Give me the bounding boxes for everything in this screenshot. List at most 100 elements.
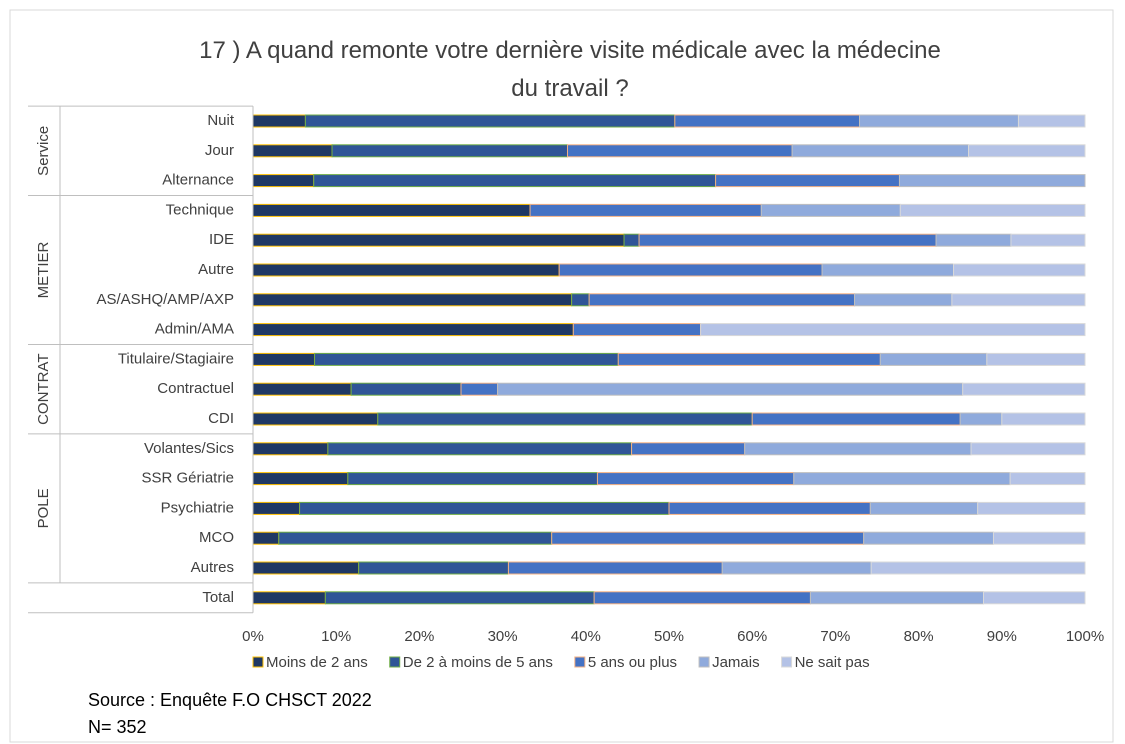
bar-segment	[331, 144, 568, 158]
bar-segment	[859, 114, 1019, 128]
legend-label: De 2 à moins de 5 ans	[403, 654, 553, 671]
y-tick-label: Jour	[205, 142, 234, 159]
y-tick-label: Alternance	[162, 172, 234, 189]
bar-segment	[596, 472, 795, 486]
bar-segment	[854, 293, 953, 307]
bar-segment	[1001, 412, 1086, 426]
x-tick-label: 80%	[904, 628, 934, 645]
bar-segment	[1017, 114, 1086, 128]
bar-segment	[879, 352, 988, 366]
legend-label: Moins de 2 ans	[266, 654, 368, 671]
bar-segment	[571, 293, 590, 307]
bar-segment	[252, 531, 280, 545]
bar-segment	[460, 382, 499, 396]
bar-segment	[935, 233, 1012, 247]
bar-segment	[631, 442, 746, 456]
bar-segment	[252, 174, 315, 188]
bar-segment	[252, 412, 379, 426]
bar-segment	[551, 531, 865, 545]
y-tick-label: AS/ASHQ/AMP/AXP	[96, 291, 234, 308]
x-tick-label: 40%	[571, 628, 601, 645]
y-tick-label: Autre	[198, 261, 234, 278]
x-tick-label: 30%	[488, 628, 518, 645]
y-tick-label: Total	[202, 589, 234, 606]
legend-label: Jamais	[712, 654, 760, 671]
legend-label: Ne sait pas	[795, 654, 870, 671]
bar-segment	[252, 233, 625, 247]
bar-segment	[278, 531, 553, 545]
x-tick-label: 70%	[820, 628, 850, 645]
bar-segment	[347, 472, 598, 486]
bar-segment	[314, 352, 619, 366]
x-tick-label: 90%	[987, 628, 1017, 645]
bar-segment	[1010, 233, 1086, 247]
chart-frame	[9, 9, 1114, 743]
bar-segment	[572, 323, 702, 337]
y-tick-label: Nuit	[207, 112, 235, 129]
bar-segment	[760, 203, 901, 217]
bar-segment	[593, 591, 811, 605]
bar-segment	[953, 263, 1086, 277]
bar-segment	[715, 174, 900, 188]
bar-segment	[252, 114, 306, 128]
bar-segment	[870, 561, 1086, 575]
chart-title: 17 ) A quand remonte votre dernière visi…	[199, 37, 941, 102]
bar-segment	[617, 352, 881, 366]
bar-segment	[299, 501, 670, 515]
bar-segment	[252, 203, 531, 217]
bar-segment	[358, 561, 509, 575]
group-label: METIER	[35, 242, 52, 299]
bar-segment	[986, 352, 1086, 366]
x-tick-label: 100%	[1066, 628, 1104, 645]
bar-segment	[951, 293, 1086, 307]
x-tick-label: 50%	[654, 628, 684, 645]
bar-segment	[700, 323, 1086, 337]
legend-swatch	[698, 656, 710, 668]
bar-segment	[377, 412, 753, 426]
bar-segment	[252, 323, 574, 337]
bar-segment	[899, 203, 1086, 217]
bar-segment	[744, 442, 972, 456]
bar-segment	[959, 412, 1003, 426]
bar-segment	[898, 174, 1086, 188]
bar-segment	[327, 442, 633, 456]
bar-segment	[252, 352, 316, 366]
y-tick-label: MCO	[199, 529, 234, 546]
bar-segment	[869, 501, 979, 515]
bar-segment	[863, 531, 994, 545]
bar-segment	[977, 501, 1086, 515]
bar-segment	[668, 501, 871, 515]
bar-segment	[809, 591, 984, 605]
bar-segment	[982, 591, 1086, 605]
y-tick-label: Autres	[191, 559, 234, 576]
group-label: Service	[35, 126, 52, 176]
x-tick-label: 0%	[242, 628, 264, 645]
bar-segment	[962, 382, 1086, 396]
bar-segment	[674, 114, 861, 128]
bar-segment	[992, 531, 1086, 545]
bar-segment	[793, 472, 1011, 486]
y-tick-label: Admin/AMA	[155, 321, 234, 338]
bar-segment	[558, 263, 823, 277]
bar-segment	[497, 382, 964, 396]
x-tick-label: 60%	[737, 628, 767, 645]
bar-segment	[252, 561, 360, 575]
bar-segment	[252, 442, 329, 456]
bar-segment	[304, 114, 676, 128]
bar-segment	[252, 293, 573, 307]
y-tick-label: Volantes/Sics	[144, 440, 234, 457]
bar-segment	[970, 442, 1086, 456]
y-tick-label: Psychiatrie	[161, 499, 234, 516]
y-tick-label: CDI	[208, 410, 234, 427]
legend-swatch	[781, 656, 793, 668]
bar-segment	[751, 412, 961, 426]
y-tick-label: Titulaire/Stagiaire	[118, 350, 234, 367]
bar-segment	[313, 174, 717, 188]
group-label: POLE	[35, 488, 52, 528]
bar-segment	[252, 472, 349, 486]
y-tick-label: IDE	[209, 231, 234, 248]
legend-swatch	[252, 656, 264, 668]
bar-segment	[588, 293, 856, 307]
